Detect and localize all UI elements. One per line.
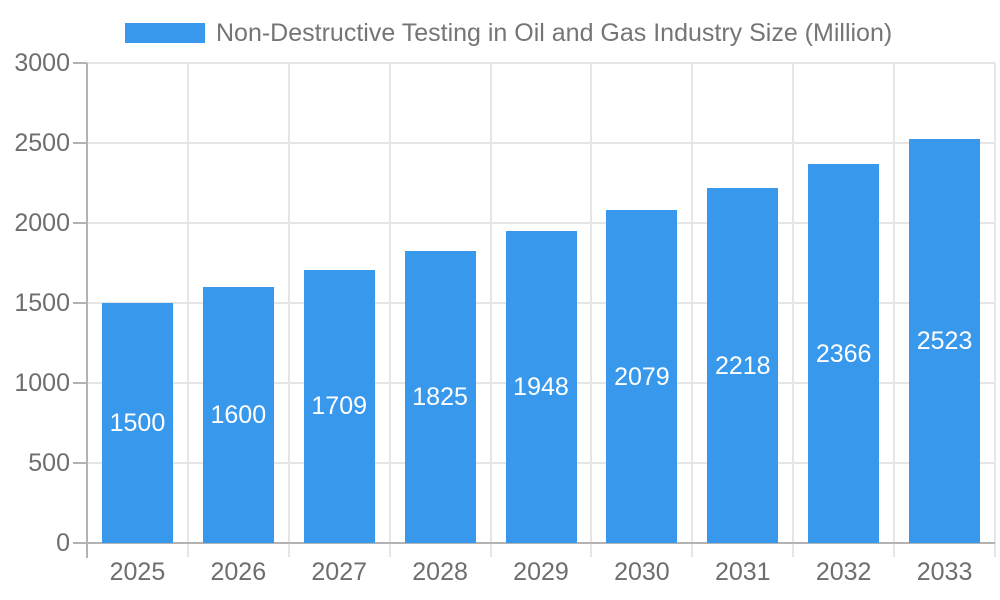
y-axis-label: 0 bbox=[56, 529, 70, 557]
y-axis-label: 2500 bbox=[14, 129, 70, 157]
bar[interactable] bbox=[909, 139, 981, 543]
y-tick bbox=[73, 382, 87, 384]
x-axis-label: 2029 bbox=[513, 558, 569, 586]
y-tick bbox=[73, 542, 87, 544]
x-gridline bbox=[994, 63, 996, 557]
y-tick bbox=[73, 302, 87, 304]
y-tick bbox=[73, 142, 87, 144]
x-axis-label: 2030 bbox=[614, 558, 670, 586]
chart-legend[interactable]: Non-Destructive Testing in Oil and Gas I… bbox=[125, 20, 892, 46]
legend-label: Non-Destructive Testing in Oil and Gas I… bbox=[216, 19, 893, 47]
x-gridline bbox=[489, 63, 492, 557]
bar-value-label: 1709 bbox=[311, 392, 368, 421]
x-gridline bbox=[792, 63, 795, 557]
y-tick bbox=[73, 62, 87, 64]
legend-swatch bbox=[125, 23, 205, 43]
bar-value-label: 2523 bbox=[916, 327, 973, 356]
x-gridline bbox=[893, 63, 896, 557]
bar[interactable] bbox=[606, 210, 678, 543]
bar-value-label: 1825 bbox=[412, 383, 468, 411]
y-axis-label: 1000 bbox=[14, 369, 70, 397]
y-gridline bbox=[87, 62, 995, 64]
y-axis-label: 500 bbox=[28, 449, 70, 477]
bar-value-label: 1500 bbox=[109, 409, 166, 437]
bar-value-label: 2079 bbox=[614, 362, 670, 391]
x-gridline bbox=[186, 63, 189, 557]
x-gridline bbox=[287, 63, 290, 557]
x-axis-label: 2033 bbox=[916, 558, 973, 586]
x-axis-label: 2025 bbox=[109, 558, 166, 586]
x-gridline bbox=[388, 63, 391, 557]
bar[interactable] bbox=[707, 188, 779, 543]
bar[interactable] bbox=[101, 303, 173, 543]
bar[interactable] bbox=[303, 269, 375, 543]
x-gridline bbox=[691, 63, 694, 557]
bar[interactable] bbox=[202, 287, 274, 543]
x-axis-label: 2026 bbox=[210, 558, 267, 586]
y-tick bbox=[73, 462, 87, 464]
y-axis-label: 1500 bbox=[14, 289, 70, 317]
x-axis-label: 2027 bbox=[311, 558, 368, 586]
bar-value-label: 2218 bbox=[714, 351, 771, 380]
y-gridline bbox=[87, 142, 995, 144]
bar[interactable] bbox=[505, 231, 577, 543]
y-axis-line bbox=[86, 63, 88, 558]
bar[interactable] bbox=[404, 251, 476, 543]
x-axis-label: 2031 bbox=[714, 558, 771, 586]
y-axis-label: 2000 bbox=[14, 209, 70, 237]
x-axis-line bbox=[87, 542, 995, 544]
y-axis-label: 3000 bbox=[14, 49, 70, 77]
y-tick bbox=[73, 222, 87, 224]
bar-value-label: 1948 bbox=[513, 373, 569, 402]
x-axis-label: 2028 bbox=[412, 558, 468, 586]
bar-value-label: 2366 bbox=[815, 339, 872, 368]
y-gridline bbox=[87, 222, 995, 224]
bar-value-label: 1600 bbox=[210, 401, 267, 429]
x-axis-label: 2032 bbox=[815, 558, 872, 586]
x-gridline bbox=[590, 63, 593, 557]
bar[interactable] bbox=[808, 164, 880, 543]
